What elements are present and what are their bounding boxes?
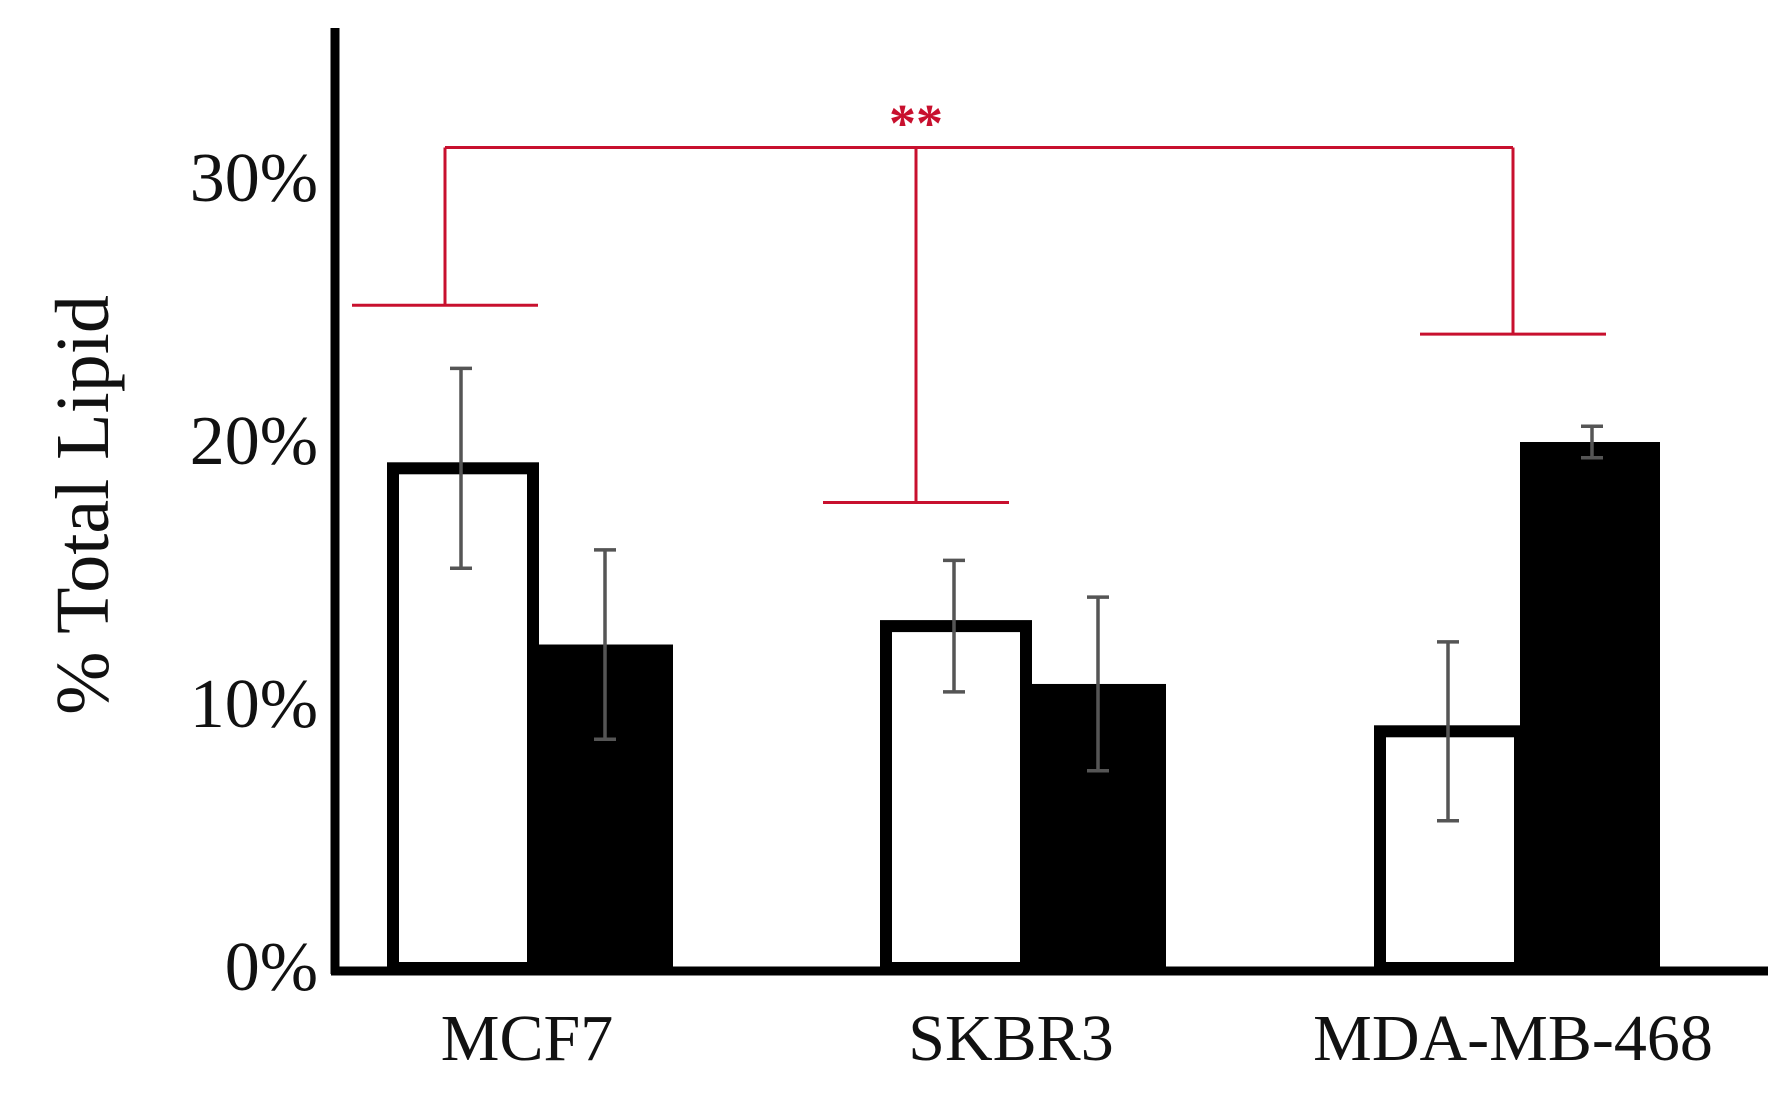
significance-layer: ** bbox=[352, 93, 1606, 504]
axes-layer bbox=[330, 28, 1768, 976]
bars-layer bbox=[387, 442, 1660, 974]
x-tick-label-mcf7: MCF7 bbox=[441, 1002, 613, 1075]
bar-filled-mda-mb-468 bbox=[1520, 442, 1660, 968]
significance-bracket-mcf7 bbox=[352, 147, 538, 307]
error-bar-filled-mda-mb-468 bbox=[1581, 424, 1603, 460]
error-bar-filled-skbr3 bbox=[1087, 595, 1109, 773]
significance-bracket-mda-mb-468 bbox=[1420, 147, 1606, 336]
significance-bracket-skbr3 bbox=[823, 147, 1009, 504]
y-tick-label-20: 20% bbox=[190, 403, 318, 480]
error-bar-open-mcf7 bbox=[450, 366, 472, 570]
bar-filled-mcf7 bbox=[533, 644, 673, 968]
bar-filled-skbr3 bbox=[1026, 683, 1166, 968]
x-tick-label-skbr3: SKBR3 bbox=[908, 1002, 1113, 1075]
error-bar-open-skbr3 bbox=[943, 558, 965, 694]
y-tick-label-10: 10% bbox=[190, 666, 318, 743]
y-tick-label-30: 30% bbox=[190, 140, 318, 217]
bar-open-mda-mb-468 bbox=[1374, 725, 1526, 974]
error-bars-layer bbox=[450, 366, 1603, 823]
y-tick-label-0: 0% bbox=[225, 929, 318, 1006]
error-bar-filled-mcf7 bbox=[594, 548, 616, 741]
y-axis-title: % Total Lipid bbox=[41, 295, 125, 715]
bar-open-skbr3 bbox=[880, 620, 1032, 974]
x-tick-label-mda-mb-468: MDA-MB-468 bbox=[1313, 1002, 1713, 1075]
error-bar-open-mda-mb-468 bbox=[1437, 640, 1459, 823]
significance-label: ** bbox=[889, 93, 943, 153]
labels-layer: MCF7 SKBR3 MDA-MB-468 0% 10% 20% 30% % Total Li… bbox=[41, 140, 1713, 1075]
bar-open-mcf7 bbox=[387, 462, 539, 974]
